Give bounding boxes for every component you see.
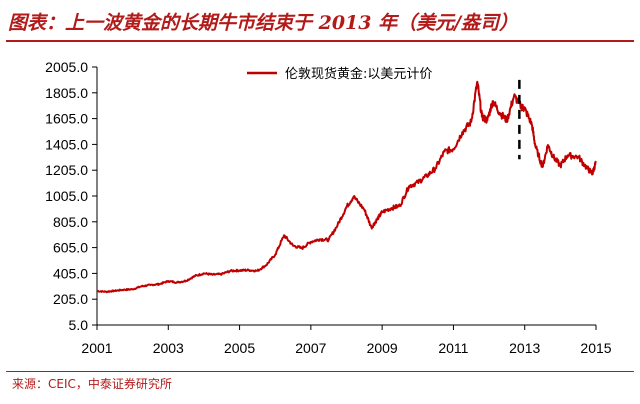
y-tick-label: 5.0 [69,317,89,333]
y-tick-label: 1205.0 [45,162,88,178]
y-tick-label: 405.0 [53,265,88,281]
y-tick-label: 1405.0 [45,136,88,152]
x-tick-label: 2015 [580,340,611,356]
x-tick-label: 2013 [509,340,540,356]
y-tick-label: 805.0 [53,214,88,230]
y-tick-label: 1805.0 [45,85,88,101]
x-tick-label: 2001 [81,340,112,356]
y-tick-label: 205.0 [53,291,88,307]
y-tick-label: 1005.0 [45,188,88,204]
x-tick-label: 2011 [438,340,468,356]
x-tick-label: 2009 [367,340,398,356]
series-line-gold-price [96,80,597,294]
x-tick-label: 2003 [153,340,184,356]
y-tick-label: 1605.0 [45,111,88,127]
chart-ticks: 2005.0 1805.0 1605.0 1405.0 1205.0 1005.0 805.… [45,59,612,356]
y-tick-label: 2005.0 [45,59,88,75]
source-divider [6,371,634,372]
y-tick-label: 605.0 [53,240,88,256]
x-tick-label: 2005 [224,340,255,356]
legend-label: 伦敦现货黄金:以美元计价 [285,66,432,82]
chart-title: 图表：上一波黄金的长期牛市结束于 2013 年（美元/盎司） [8,12,519,34]
chart-plot-area [96,79,597,294]
x-tick-label: 2007 [295,340,326,356]
source-note: 来源：CEIC，中泰证券研究所 [12,377,172,391]
title-divider [6,40,634,42]
chart-legend: 伦敦现货黄金:以美元计价 [247,66,432,82]
